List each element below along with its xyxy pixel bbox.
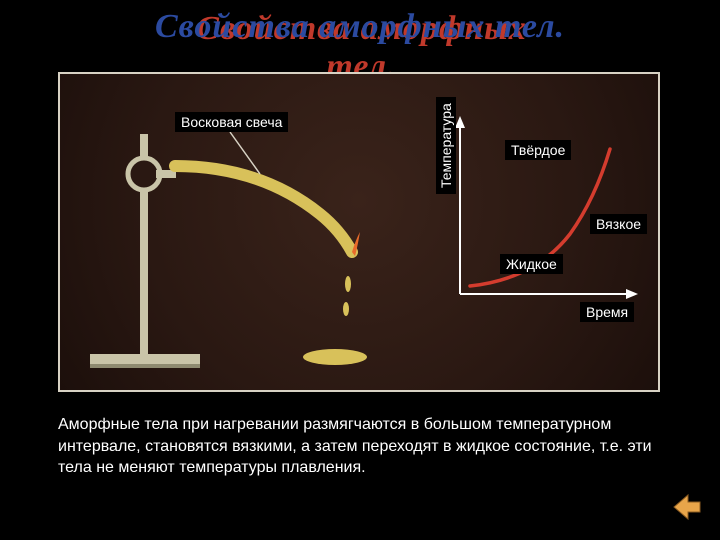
chart-label-liquid: Жидкое xyxy=(500,254,563,274)
slide-title: Свойства аморфных тел. Свойства аморфных… xyxy=(0,8,720,46)
chart-label-viscous: Вязкое xyxy=(590,214,647,234)
figure-frame: Восковая свеча Температура Время Твёрдое… xyxy=(58,72,660,392)
arrow-left-icon xyxy=(672,492,702,522)
nav-back-button[interactable] xyxy=(672,492,702,522)
caption-text: Аморфные тела при нагревании размягчаютс… xyxy=(58,408,662,485)
chart-x-label: Время xyxy=(580,302,634,322)
slide-root: Свойства аморфных тел. Свойства аморфных… xyxy=(0,0,720,540)
title-main: Свойства аморфных тел. xyxy=(155,8,565,45)
candle-label: Восковая свеча xyxy=(175,112,288,132)
chart-label-solid: Твёрдое xyxy=(505,140,571,160)
chart-y-label: Температура xyxy=(436,97,456,194)
